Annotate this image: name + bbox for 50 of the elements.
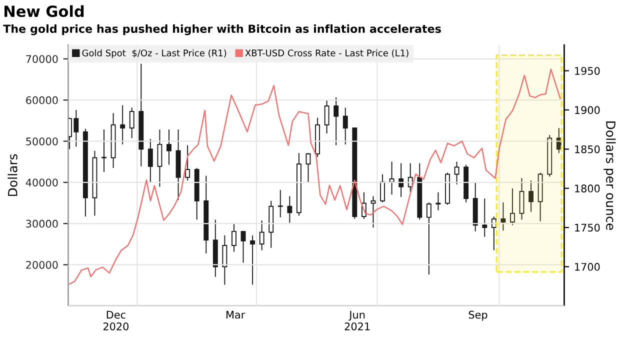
y-tick-label: 70000: [26, 55, 58, 63]
candlestick: [342, 107, 348, 145]
candlestick: [287, 196, 292, 224]
chart-title: New Gold: [4, 5, 84, 18]
y2-tick-label: 1950: [575, 66, 600, 75]
candlestick: [519, 178, 524, 220]
candlestick: [120, 104, 126, 145]
candlestick: [129, 107, 134, 139]
candlestick: [259, 220, 264, 251]
y2-axis-title: Dollars per ounce: [604, 121, 616, 230]
candlestick: [166, 129, 172, 166]
candlestick: [380, 174, 385, 203]
candlestick: [324, 99, 330, 134]
candlestick: [185, 144, 190, 181]
candlestick: [426, 202, 432, 276]
line-series: [68, 68, 561, 285]
candlestick: [240, 230, 246, 264]
candlestick: [436, 192, 441, 211]
legend-label: XBT-USD Cross Rate - Last Price (L1): [245, 49, 408, 58]
candlestick: [454, 161, 460, 185]
chart-subtitle: The gold price has pushed higher with Bitcoin as inflation accelerates: [3, 24, 441, 36]
y-tick-label: 20000: [26, 260, 58, 269]
y-axis-title: Dollars: [8, 154, 18, 196]
x-tick-label: Sep: [468, 310, 488, 321]
y2-tick-label: 1800: [575, 184, 600, 192]
x-tick-label: Jun 2021: [344, 310, 370, 330]
candlestick: [500, 202, 506, 232]
candlestick: [334, 96, 339, 146]
y-tick-label: 30000: [26, 220, 58, 228]
y2-tick-label: 1700: [575, 262, 600, 271]
candlestick: [250, 234, 256, 286]
x-tick-label: Dec 2020: [103, 310, 129, 330]
candlestick: [232, 223, 236, 252]
y-tick-label: 40000: [26, 178, 58, 186]
y-tick-label: 60000: [26, 96, 58, 104]
y2-tick-label: 1750: [575, 224, 600, 232]
candlestick: [222, 234, 228, 286]
candlestick: [306, 152, 311, 183]
y2-tick-label: 1900: [575, 106, 600, 114]
candlestick: [148, 138, 153, 183]
candlestick: [278, 189, 283, 218]
candlestick: [157, 129, 162, 188]
candlestick: [389, 161, 394, 196]
y-tick-label: 50000: [26, 137, 58, 146]
candlestick: [528, 180, 534, 212]
y2-tick-label: 1850: [575, 145, 600, 154]
legend-label: Gold Spot $/Oz - Last Price (R1): [82, 49, 226, 58]
candlestick: [510, 188, 515, 226]
candlestick: [482, 198, 488, 238]
x-tick-label: Mar: [226, 310, 246, 319]
